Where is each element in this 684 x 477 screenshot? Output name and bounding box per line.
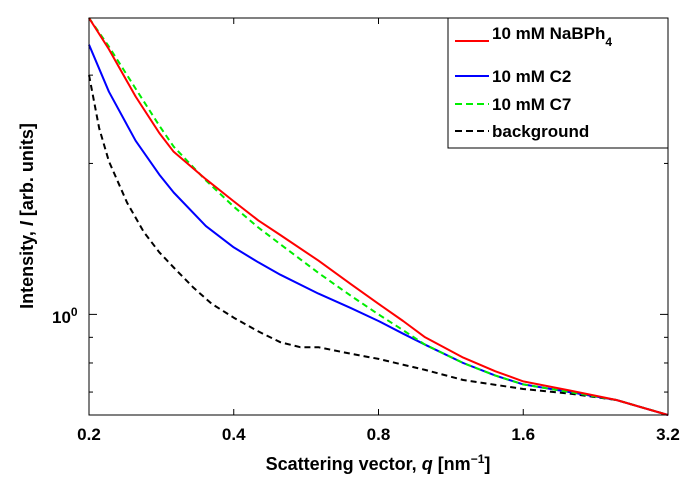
legend-label-background: background xyxy=(492,122,589,141)
y-axis-label: Intensity, I [arb. units] xyxy=(17,123,37,309)
series-layer xyxy=(88,17,669,416)
series-line-nabph4 xyxy=(88,17,669,416)
legend-label-nabph4: 10 mM NaBPh4 xyxy=(492,24,612,49)
series-line-background xyxy=(88,74,669,416)
x-tick-label: 0.2 xyxy=(77,425,101,444)
legend: 10 mM NaBPh4 10 mM C2 10 mM C7 backgroun… xyxy=(447,17,669,149)
series-line-c7 xyxy=(88,17,669,416)
x-tick-label: 1.6 xyxy=(511,425,535,444)
legend-label-c2: 10 mM C2 xyxy=(492,67,571,86)
legend-label-c7: 10 mM C7 xyxy=(492,95,571,114)
series-line-c2 xyxy=(88,44,669,416)
tick-layer: 0.2 0.4 0.8 1.6 3.2 xyxy=(77,18,680,444)
x-axis-label: Scattering vector, q [nm−1] xyxy=(266,452,491,474)
legend-box xyxy=(447,17,669,149)
y-tick-label-1: 100 xyxy=(52,305,78,327)
x-tick-label: 0.8 xyxy=(367,425,391,444)
x-tick-label: 0.4 xyxy=(222,425,246,444)
x-tick-label: 3.2 xyxy=(656,425,680,444)
